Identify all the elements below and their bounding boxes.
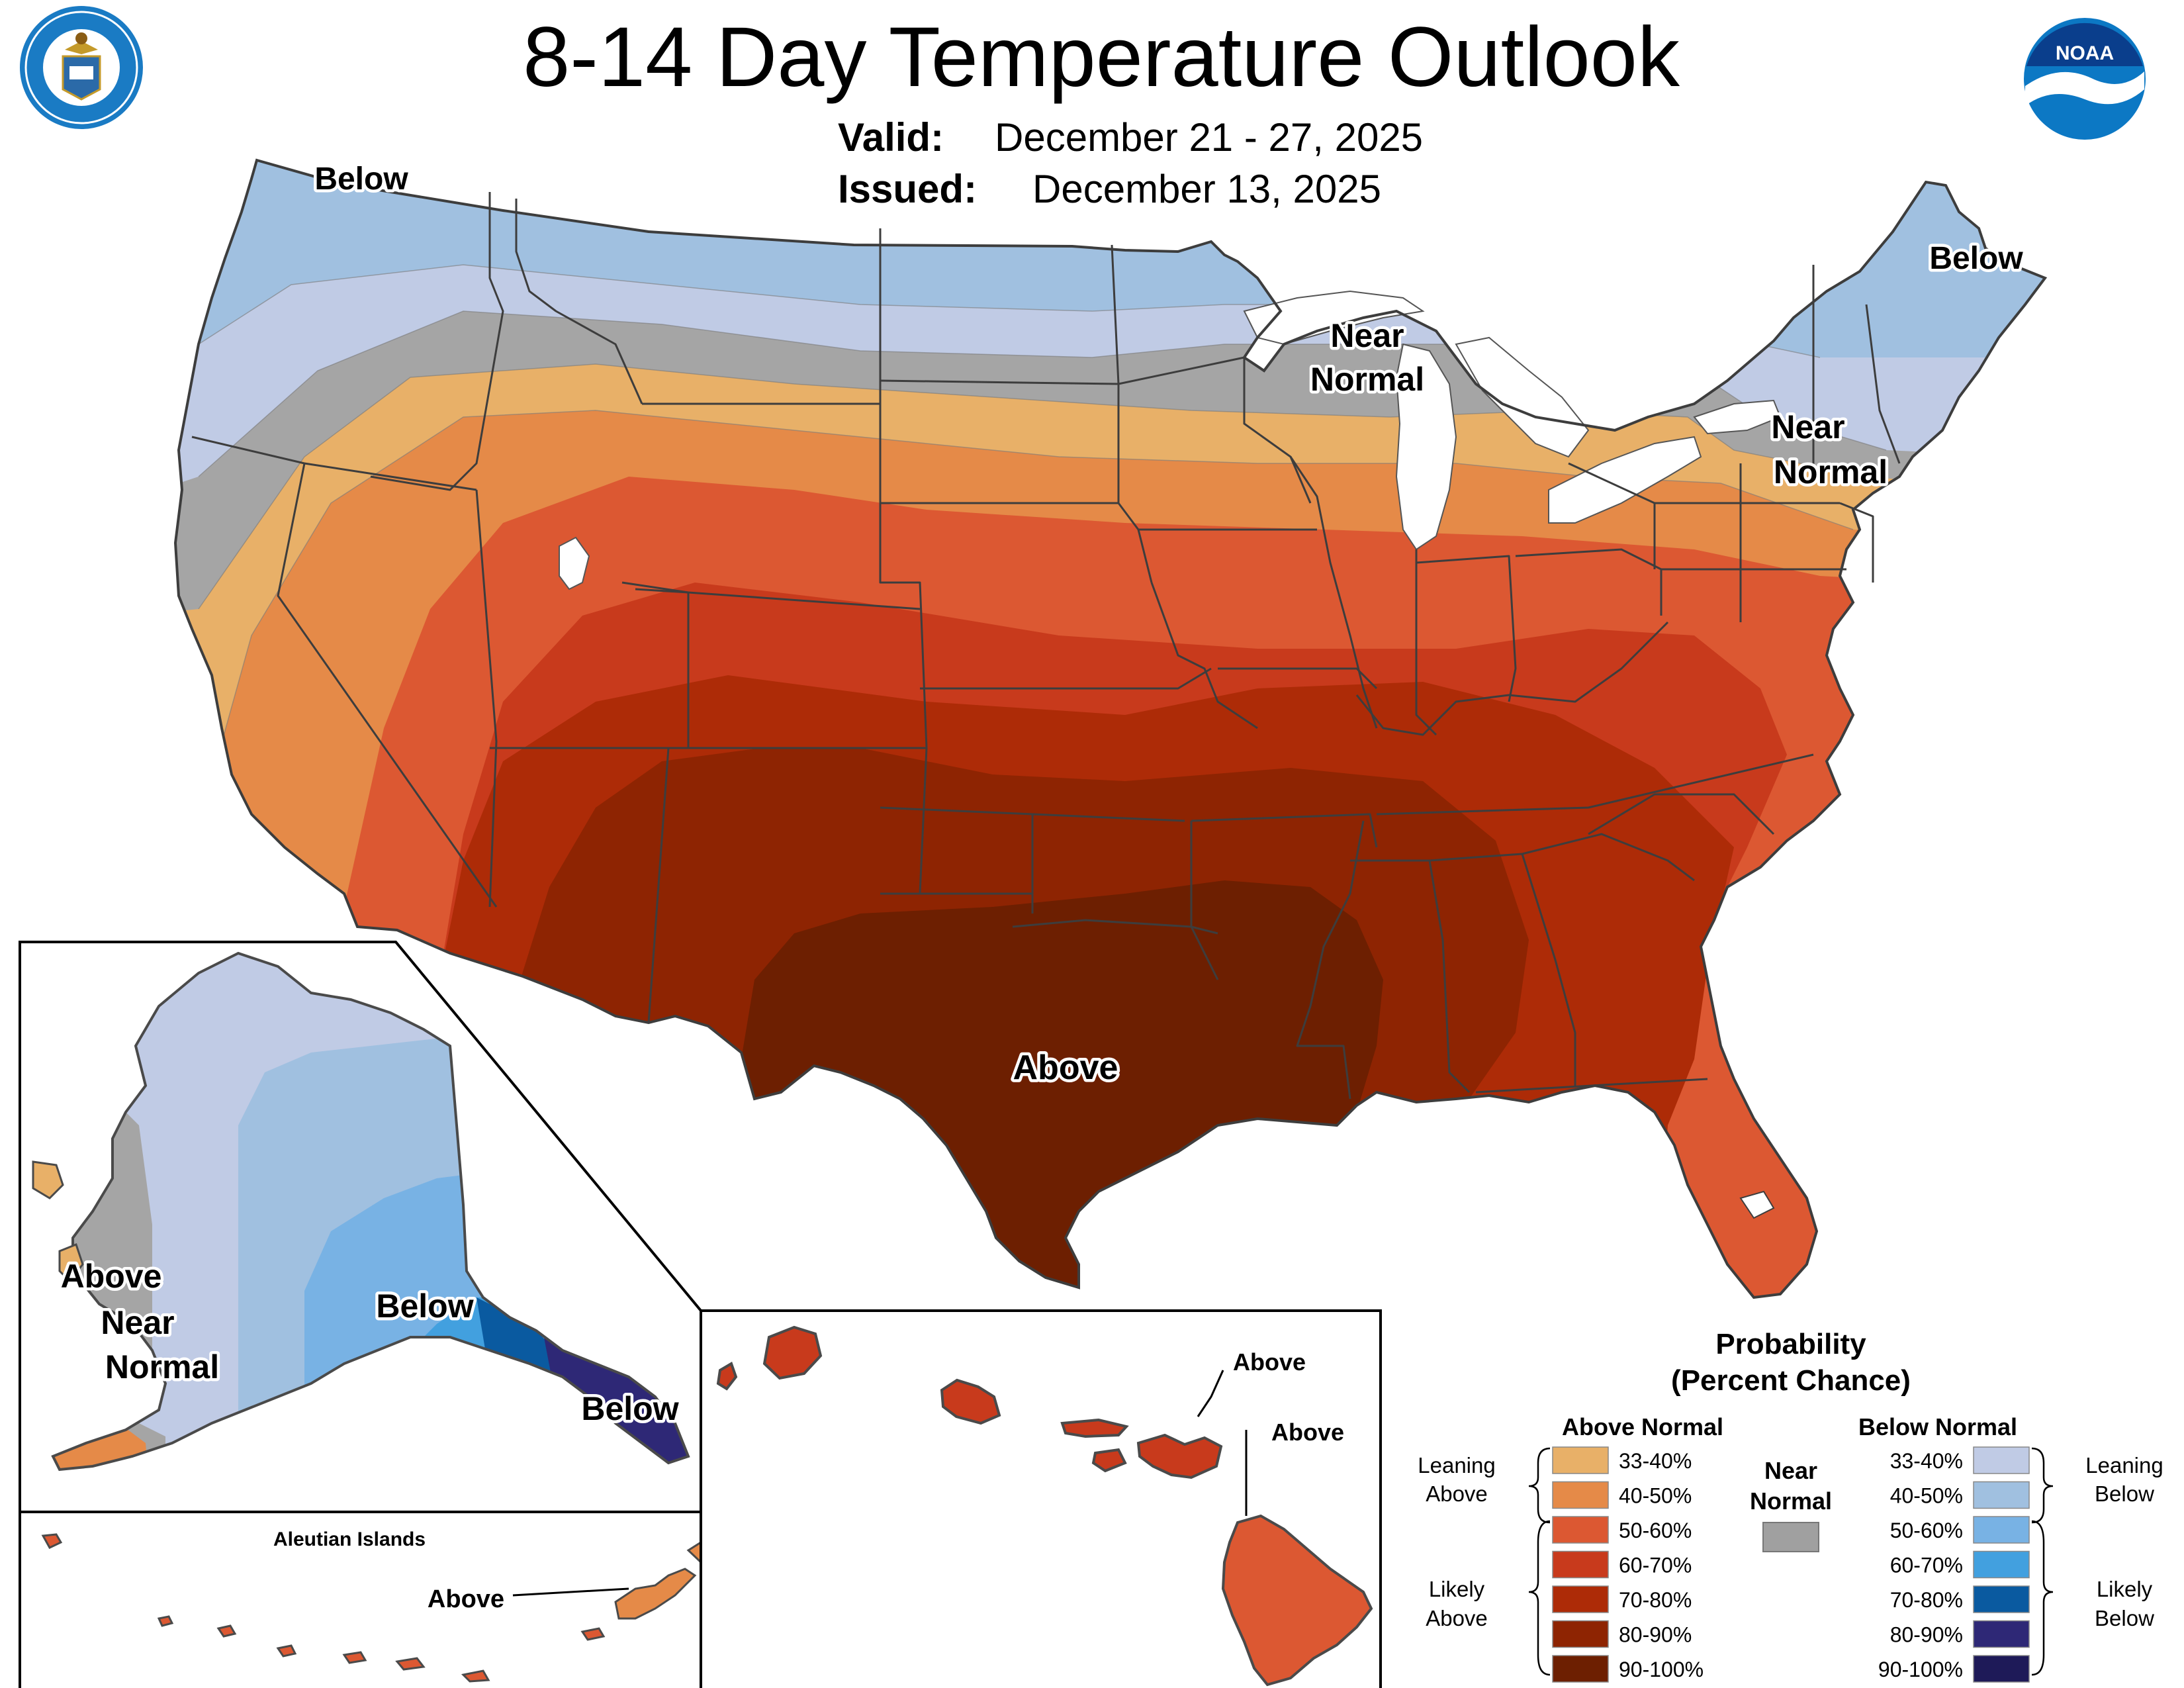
legend-below-range-2: 50-60% [1890, 1519, 1963, 1542]
legend-above-swatch-3 [1552, 1550, 1609, 1579]
legend-title-line2: (Percent Chance) [1671, 1364, 1911, 1397]
great-lakes [559, 290, 1782, 590]
legend-below-swatch-0 [1973, 1446, 2030, 1474]
noaa-logo-text: NOAA [2056, 42, 2114, 64]
legend-likely-above-line2: Above [1426, 1606, 1488, 1630]
legend-below-swatch-5 [1973, 1620, 2030, 1648]
legend-below-range-1: 40-50% [1890, 1484, 1963, 1508]
legend-below-range-4: 70-80% [1890, 1588, 1963, 1612]
legend-below-range-0: 33-40% [1890, 1449, 1963, 1473]
issued-label: Issued: [838, 167, 977, 211]
legend-above-range-3: 60-70% [1619, 1554, 1692, 1577]
label-above-hawaii-big-island: Above [1271, 1419, 1344, 1446]
lake-okeechobee [1739, 1190, 1775, 1219]
legend-above-swatch-6 [1552, 1655, 1609, 1683]
aleutian-inset: Aleutian Islands Above [19, 1511, 702, 1688]
legend-near-normal-line2: Normal [1750, 1487, 1832, 1515]
legend-above-range-5: 80-90% [1619, 1623, 1692, 1647]
legend-below-swatch-1 [1973, 1481, 2030, 1509]
legend-below-swatch-4 [1973, 1585, 2030, 1613]
label-near-normal-lakes-line1: Near [1330, 317, 1404, 354]
legend-below-swatch-6 [1973, 1655, 2030, 1683]
legend-above-swatch-5 [1552, 1620, 1609, 1648]
legend-below-swatch-3 [1973, 1550, 2030, 1579]
legend-likely-above-line1: Likely [1429, 1577, 1485, 1601]
legend-near-normal-swatch [1762, 1522, 1819, 1552]
legend-leaning-below-line2: Below [2095, 1481, 2154, 1506]
label-below-northwest: Below [314, 162, 408, 197]
legend-above-rows: 33-40% 40-50% 50-60% 60-70% 70-80% 80-90% 90-1… [1552, 1446, 1704, 1683]
legend-above-swatch-0 [1552, 1446, 1609, 1474]
label-near-normal-lakes-line2: Normal [1310, 361, 1424, 398]
valid-dates: December 21 - 27, 2025 [995, 115, 1423, 160]
label-below-alaska-panhandle: Below [581, 1390, 678, 1427]
issued-date: December 13, 2025 [1032, 167, 1381, 211]
label-above-hawaii-maui: Above [1233, 1348, 1306, 1376]
noaa-logo: NOAA [2024, 18, 2146, 140]
label-above-alaska: Above [61, 1258, 162, 1295]
state-boundaries [191, 192, 1901, 1100]
label-above-conus: Above [1013, 1049, 1118, 1087]
legend-above-header: Above Normal [1562, 1413, 1723, 1440]
label-above-aleutians: Above [428, 1585, 504, 1613]
legend: Probability (Percent Chance) Above Norma… [1418, 1328, 2163, 1683]
label-near-normal-alaska-line2: Normal [105, 1348, 219, 1385]
legend-above-swatch-2 [1552, 1516, 1609, 1544]
page-title: 8-14 Day Temperature Outlook [523, 10, 1680, 105]
legend-below-range-3: 60-70% [1890, 1554, 1963, 1577]
legend-above-range-2: 50-60% [1619, 1519, 1692, 1542]
legend-above-range-6: 90-100% [1619, 1658, 1704, 1681]
band-above-90 [741, 880, 1383, 1297]
valid-label: Valid: [838, 115, 944, 160]
legend-near-normal-line1: Near [1764, 1457, 1817, 1484]
label-near-normal-ne-line2: Normal [1774, 453, 1888, 491]
legend-below-rows: 33-40% 40-50% 50-60% 60-70% 70-80% 80-90% 90-1… [1878, 1446, 2030, 1683]
legend-below-header: Below Normal [1858, 1413, 2017, 1440]
label-below-northeast: Below [1929, 241, 2023, 276]
legend-leaning-above-line2: Above [1426, 1481, 1488, 1506]
legend-above-swatch-1 [1552, 1481, 1609, 1509]
label-near-normal-alaska-line1: Near [101, 1304, 174, 1341]
commerce-seal [20, 6, 143, 129]
hawaii-inset: Above Above [700, 1309, 1382, 1688]
legend-above-range-1: 40-50% [1619, 1484, 1692, 1508]
header: NOAA 8-14 Day Temperature Outlook Valid:… [20, 6, 2146, 211]
legend-title-line1: Probability [1715, 1328, 1866, 1360]
legend-leaning-above-line1: Leaning [1418, 1453, 1495, 1477]
legend-likely-below-line2: Below [2095, 1606, 2154, 1630]
legend-below-swatch-2 [1973, 1516, 2030, 1544]
legend-above-swatch-4 [1552, 1585, 1609, 1613]
legend-above-range-4: 70-80% [1619, 1588, 1692, 1612]
legend-braces [1528, 1447, 2054, 1676]
label-below-alaska-south: Below [376, 1288, 473, 1325]
legend-likely-below-line1: Likely [2097, 1577, 2153, 1601]
legend-above-range-0: 33-40% [1619, 1449, 1692, 1473]
conus-coastline [173, 158, 2048, 1299]
label-near-normal-ne-line1: Near [1771, 408, 1844, 445]
legend-leaning-below-line1: Leaning [2085, 1453, 2163, 1477]
legend-below-range-6: 90-100% [1878, 1658, 1963, 1681]
legend-below-range-5: 80-90% [1890, 1623, 1963, 1647]
aleutian-islands-title: Aleutian Islands [273, 1528, 426, 1550]
